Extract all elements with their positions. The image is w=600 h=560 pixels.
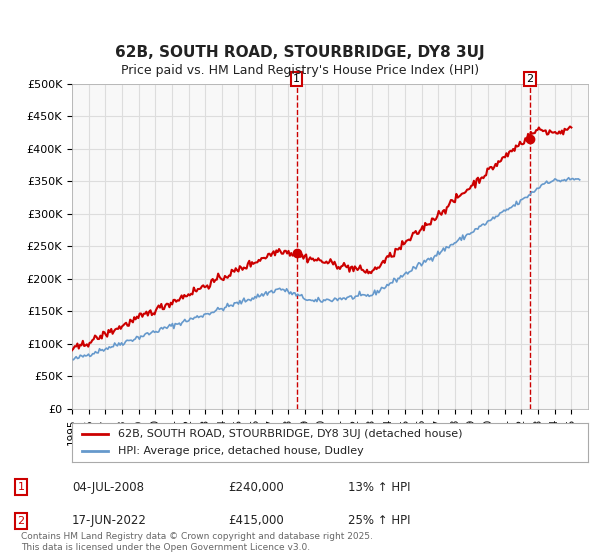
Text: 25% ↑ HPI: 25% ↑ HPI [348, 514, 410, 528]
Text: 1: 1 [17, 482, 25, 492]
Text: Price paid vs. HM Land Registry's House Price Index (HPI): Price paid vs. HM Land Registry's House … [121, 64, 479, 77]
Text: £240,000: £240,000 [228, 480, 284, 494]
Text: 2: 2 [526, 74, 533, 84]
Text: Contains HM Land Registry data © Crown copyright and database right 2025.
This d: Contains HM Land Registry data © Crown c… [21, 532, 373, 552]
Text: 2: 2 [17, 516, 25, 526]
Text: 17-JUN-2022: 17-JUN-2022 [72, 514, 147, 528]
Text: 62B, SOUTH ROAD, STOURBRIDGE, DY8 3UJ (detached house): 62B, SOUTH ROAD, STOURBRIDGE, DY8 3UJ (d… [118, 429, 463, 439]
Text: HPI: Average price, detached house, Dudley: HPI: Average price, detached house, Dudl… [118, 446, 364, 456]
Text: 04-JUL-2008: 04-JUL-2008 [72, 480, 144, 494]
Text: 62B, SOUTH ROAD, STOURBRIDGE, DY8 3UJ: 62B, SOUTH ROAD, STOURBRIDGE, DY8 3UJ [115, 45, 485, 60]
Text: 1: 1 [293, 74, 300, 84]
Text: £415,000: £415,000 [228, 514, 284, 528]
Text: 13% ↑ HPI: 13% ↑ HPI [348, 480, 410, 494]
